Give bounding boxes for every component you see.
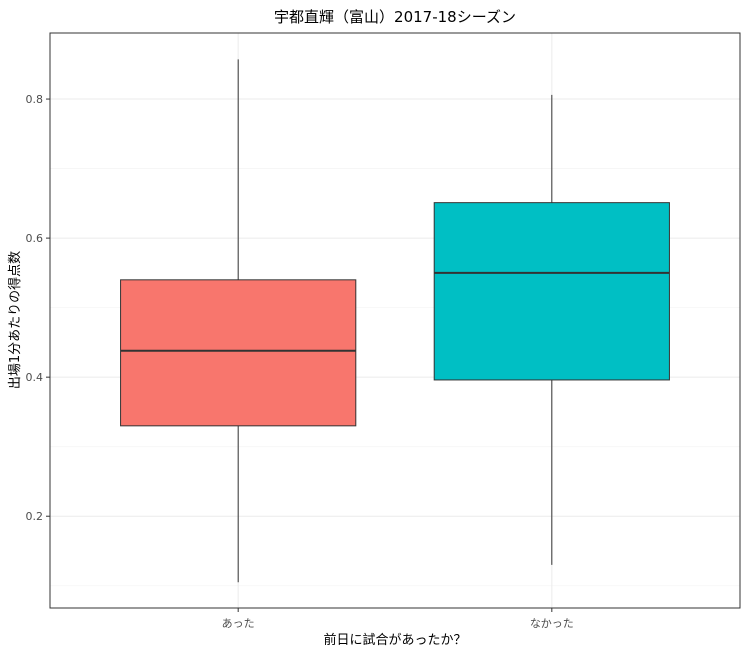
y-tick-label: 0.8 — [26, 93, 44, 106]
x-axis-title: 前日に試合があったか？ — [323, 632, 466, 648]
box-body — [120, 279, 357, 427]
x-tick-label: あった — [222, 617, 255, 630]
boxes — [120, 59, 670, 583]
y-tick-label: 0.4 — [26, 371, 44, 384]
y-axis-ticks: 0.2 0.4 0.6 0.8 — [26, 93, 50, 523]
x-tick-label: なかった — [530, 617, 574, 630]
box-1 — [120, 59, 357, 583]
panel-border — [49, 32, 741, 609]
chart-title: 宇都直輝（富山）2017-18シーズン — [274, 8, 516, 26]
x-axis-ticks: あった なかった — [222, 608, 574, 630]
y-tick-label: 0.6 — [26, 232, 44, 245]
y-axis-title: 出場1分あたりの得点数 — [7, 251, 23, 389]
box-body — [433, 202, 670, 381]
box-2 — [433, 94, 670, 565]
y-tick-label: 0.2 — [26, 510, 44, 523]
